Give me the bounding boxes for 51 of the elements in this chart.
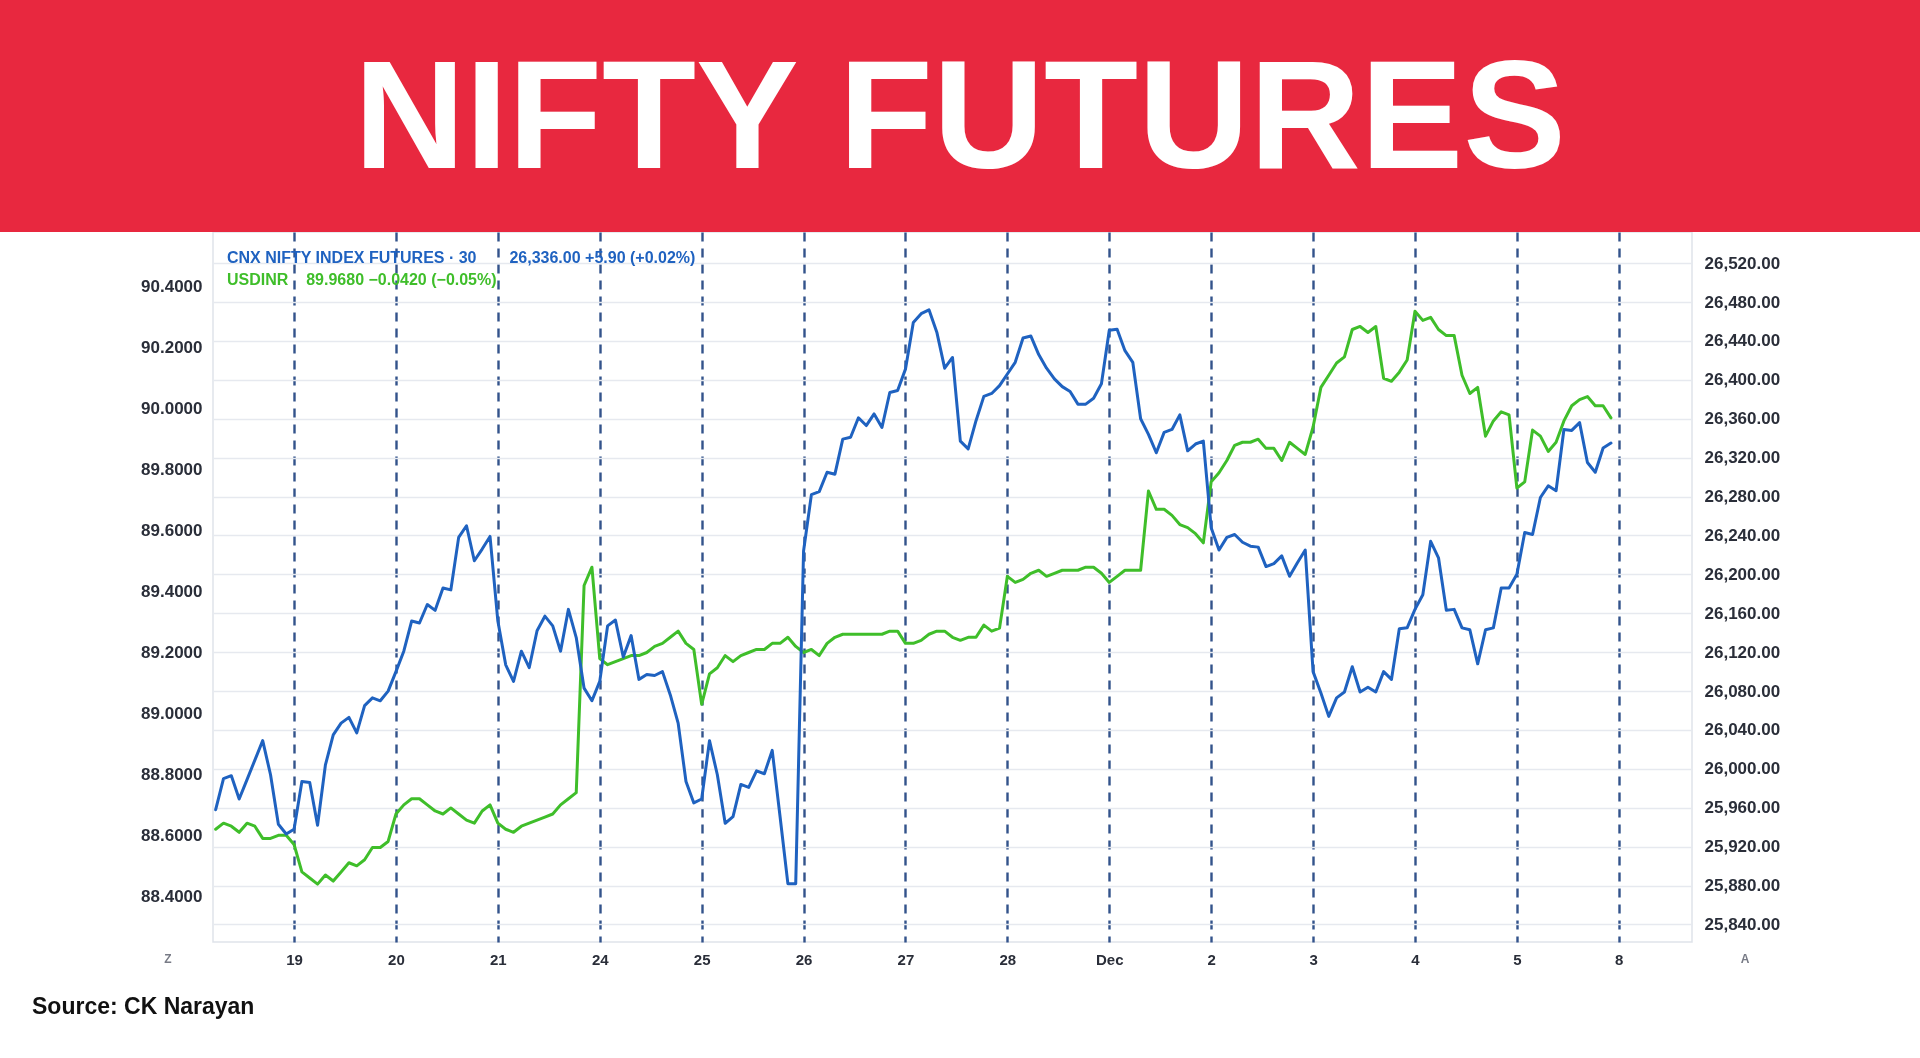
y2-tick-label: 26,440.00 [1704, 331, 1781, 351]
y-tick-label: 89.8000 [141, 460, 203, 480]
y2-tick-label: 26,120.00 [1704, 642, 1781, 662]
x-tick-label: 4 [1411, 950, 1421, 968]
text: A [1740, 952, 1750, 966]
x-tick-label: 24 [591, 950, 610, 968]
text: CNX NIFTY INDEX FUTURES · 30 [227, 249, 477, 266]
annotation: 89.9680 −0.0420 (−0.05%) [306, 271, 497, 288]
y2-tick-label: 26,480.00 [1704, 292, 1781, 312]
y2-tick-label: 26,360.00 [1704, 409, 1781, 429]
x-tick-label: 2 [1207, 950, 1216, 968]
y2-tick-label: 26,280.00 [1704, 487, 1781, 507]
x-tick-label: 20 [388, 950, 405, 968]
chart-title: NIFTY FUTURES [353, 29, 1567, 201]
y2-tick-label: 26,040.00 [1704, 720, 1781, 740]
y2-tick-label: 25,960.00 [1704, 798, 1781, 818]
y-tick-label: 90.0000 [141, 399, 203, 419]
x-tick-label: 8 [1615, 950, 1624, 968]
y-tick-label: 90.4000 [141, 277, 203, 297]
y2-tick-label: 26,080.00 [1704, 681, 1781, 701]
y2-tick-label: 25,840.00 [1704, 914, 1781, 934]
x-tick-label: 25 [693, 950, 711, 968]
y-tick-label: 88.6000 [141, 825, 203, 845]
x-tick-label: Dec [1096, 950, 1124, 968]
y-tick-label: 89.2000 [141, 643, 203, 663]
x-tick-label: 5 [1513, 950, 1522, 968]
x-tick-label: 26 [795, 950, 813, 968]
y2-tick-label: 26,240.00 [1704, 525, 1781, 545]
source-note: Source: CK Narayan [32, 993, 255, 1019]
y2-tick-label: 26,320.00 [1704, 448, 1781, 468]
y-tick-label: 89.6000 [141, 521, 203, 541]
y-tick-label: 88.4000 [141, 886, 203, 906]
x-tick-label: 21 [490, 950, 507, 968]
y2-tick-label: 26,000.00 [1704, 759, 1781, 779]
x-tick-label: 19 [286, 950, 303, 968]
y-tick-label: 89.4000 [141, 582, 203, 602]
y2-tick-label: 26,160.00 [1704, 603, 1781, 623]
x-tick-label: 3 [1309, 950, 1318, 968]
y2-tick-label: 26,400.00 [1704, 370, 1781, 390]
y2-tick-label: 26,520.00 [1704, 253, 1781, 273]
x-tick-label: 27 [897, 950, 915, 968]
y2-tick-label: 25,920.00 [1704, 837, 1781, 857]
text: USDINR [227, 271, 289, 288]
annotation: 26,336.00 +5.90 (+0.02%) [509, 249, 696, 266]
y-tick-label: 90.2000 [141, 338, 203, 358]
y-tick-label: 89.0000 [141, 703, 203, 723]
y2-tick-label: 26,200.00 [1704, 564, 1781, 584]
x-tick-label: 28 [999, 950, 1017, 968]
text: Z [164, 952, 172, 966]
y-tick-label: 88.8000 [141, 764, 203, 784]
y2-tick-label: 25,880.00 [1704, 876, 1781, 896]
